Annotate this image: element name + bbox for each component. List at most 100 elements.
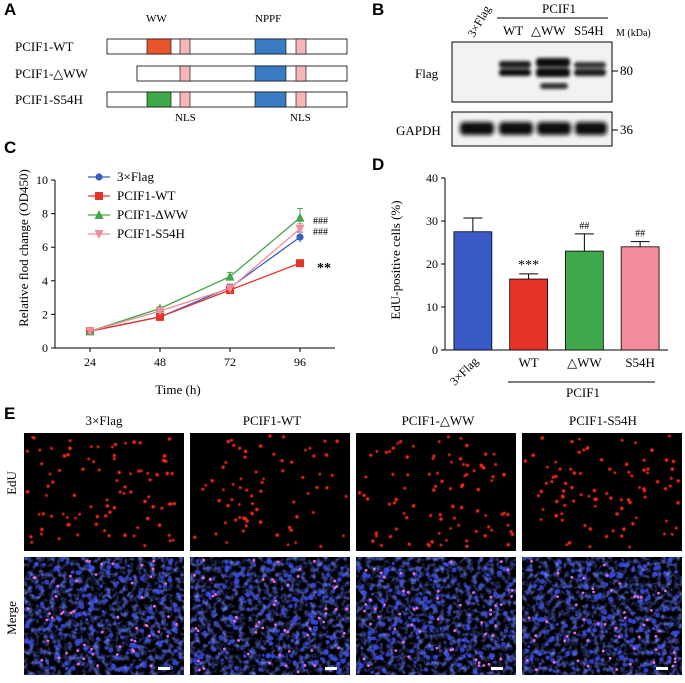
- mw-label-36: 36: [620, 122, 634, 137]
- merge-image: [24, 557, 184, 675]
- c-series-line-3-flag: [89, 236, 301, 332]
- d-ytick-label: 20: [426, 257, 438, 271]
- edu-image: [522, 433, 682, 551]
- c-legend-label: PCIF1-WT: [117, 188, 176, 203]
- c-point-pcif1-s54h: [85, 327, 95, 337]
- c-legend-label: PCIF1-ΔWW: [117, 207, 189, 222]
- c-legend-marker-pcif1-wt: [95, 192, 103, 200]
- nppf-domain-s54h: [254, 91, 287, 108]
- nls-label-2: NLS: [290, 112, 311, 124]
- row-label-gapdh: GAPDH: [396, 123, 441, 138]
- c-point-pcif1-s54h: [295, 224, 305, 234]
- c-point-pcif1-ww: [295, 212, 305, 222]
- d-bar: [509, 278, 548, 351]
- nppf-domain-label: NPPF: [255, 13, 281, 25]
- ww-domain-wt: [146, 38, 172, 55]
- panel-d-label: D: [372, 155, 385, 174]
- merge-image: [190, 557, 350, 675]
- c-legend-label: 3×Flag: [117, 169, 154, 184]
- c-point-pcif1-s54h: [225, 284, 235, 294]
- c-ytick-label: 0: [42, 341, 48, 355]
- mw-header: M (kDa): [616, 28, 651, 39]
- column-label-3xflag: 3×Flag: [86, 413, 123, 428]
- lane-label-3xflag: 3×Flag: [464, 3, 493, 40]
- row-label-flag: Flag: [415, 66, 439, 81]
- row-label-edu: EdU: [4, 470, 19, 494]
- nls-1-s54h: [179, 91, 191, 108]
- column-label-wt: PCIF1-WT: [243, 413, 302, 428]
- panel-a-domain-diagram: WW NPPF PCIF1-WT PCIF1-△WW PCIF1-S54H NL…: [15, 13, 348, 124]
- mw-label-80: 80: [620, 63, 633, 78]
- nls-1-dww: [179, 65, 191, 82]
- c-legend-marker-pcif1-ww: [94, 210, 104, 219]
- c-xtick-label: 96: [294, 355, 306, 369]
- c-ytick-label: 10: [36, 173, 48, 187]
- scale-bar: [656, 667, 668, 670]
- d-significance: ##: [579, 221, 589, 232]
- edu-image: [24, 433, 184, 551]
- c-ytick-label: 2: [42, 307, 48, 321]
- d-bar: [453, 231, 493, 351]
- pcif1-group-label-d: PCIF1: [566, 385, 600, 400]
- c-ytick-label: 8: [42, 207, 48, 221]
- merge-image: [356, 557, 516, 675]
- construct-name-dww: PCIF1-△WW: [15, 66, 89, 81]
- chart-c-xlabel: Time (h): [155, 382, 200, 397]
- c-point-pcif1-wt: [156, 312, 164, 321]
- c-series-line-pcif1-s54h: [89, 228, 301, 332]
- d-bar: [620, 246, 660, 351]
- c-point-3-flag: [296, 233, 304, 241]
- d-bar: [565, 250, 604, 351]
- lane-label-s54h: S54H: [574, 23, 604, 38]
- c-xtick-label: 48: [154, 355, 166, 369]
- nls-2-s54h: [295, 91, 307, 108]
- c-legend-marker-pcif1-s54h: [94, 230, 104, 239]
- nls-2-wt: [295, 38, 307, 55]
- construct-name-wt: PCIF1-WT: [15, 39, 74, 54]
- column-label-s54h: PCIF1-S54H: [569, 413, 637, 428]
- scale-bar: [158, 667, 170, 670]
- significance-s54h: ###: [313, 227, 328, 238]
- nls-2-dww: [295, 65, 307, 82]
- c-xtick-label: 72: [224, 355, 236, 369]
- panel-a-label: A: [4, 0, 17, 19]
- scale-bar: [325, 667, 337, 670]
- edu-image: [190, 433, 350, 551]
- d-ytick-label: 30: [426, 214, 438, 228]
- d-category-label: S54H: [625, 355, 655, 370]
- gapdh-bands: [460, 122, 607, 135]
- edu-bar-chart: 0 10 20 30 40 3×Flag *** WT ## △WW ## S54H EdU-pos…: [388, 171, 668, 400]
- row-label-merge: Merge: [4, 601, 19, 635]
- lane-label-dww: △WW: [531, 23, 566, 38]
- ww-domain-label: WW: [146, 13, 167, 25]
- d-ytick-label: 10: [426, 300, 438, 314]
- d-ytick-label: 40: [426, 171, 438, 185]
- c-point-pcif1-ww: [225, 271, 235, 281]
- nls-1-wt: [179, 38, 191, 55]
- merge-image: [522, 557, 682, 675]
- chart-d-ylabel: EdU-positive cells (%): [388, 200, 403, 319]
- c-ytick-label: 6: [42, 240, 48, 254]
- pcif1-group-label: PCIF1: [542, 1, 576, 16]
- construct-bar-s54h: [106, 91, 348, 108]
- panel-c-label: C: [4, 138, 17, 157]
- c-point-pcif1-s54h: [155, 307, 165, 317]
- panel-e-micrographs: 3×Flag PCIF1-WT PCIF1-△WW PCIF1-S54H EdU…: [4, 413, 682, 675]
- d-significance: ***: [518, 258, 539, 273]
- d-category-label: 3×Flag: [447, 354, 481, 388]
- scale-bar: [491, 667, 503, 670]
- c-series-line-pcif1-wt: [89, 262, 301, 332]
- panel-b-label: B: [372, 0, 385, 19]
- d-significance: ##: [635, 229, 645, 240]
- construct-name-s54h: PCIF1-S54H: [15, 92, 83, 107]
- d-category-label: WT: [519, 355, 539, 370]
- c-series-line-pcif1-ww: [89, 217, 301, 332]
- flag-bands: [499, 58, 606, 89]
- edu-image: [356, 433, 516, 551]
- c-legend-label: PCIF1-S54H: [117, 226, 185, 241]
- panel-b-western-blot: 3×Flag PCIF1 WT △WW S54H M (kDa) Flag 80…: [396, 1, 651, 147]
- ww-domain-s54h: [146, 91, 172, 108]
- nppf-domain-wt: [254, 38, 287, 55]
- column-label-dww: PCIF1-△WW: [402, 413, 476, 428]
